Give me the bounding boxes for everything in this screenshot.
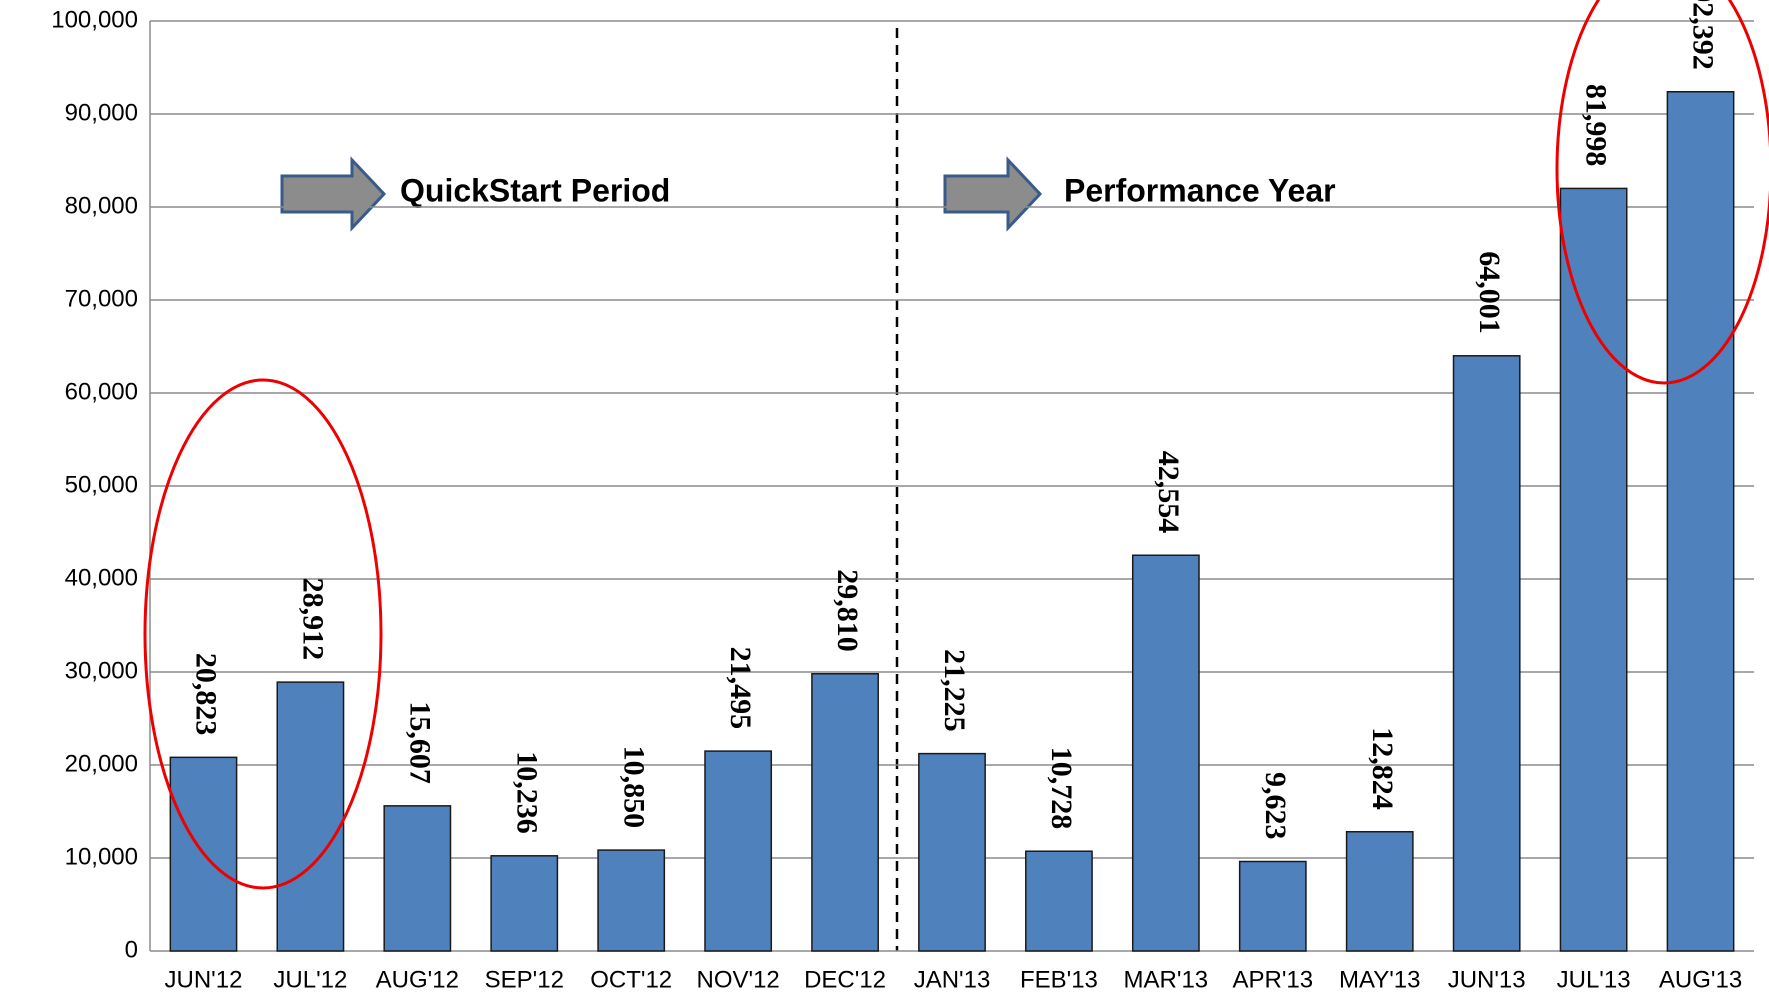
y-tick-label: 70,000 bbox=[65, 285, 138, 312]
bar bbox=[1131, 554, 1200, 952]
bar bbox=[1666, 91, 1735, 952]
data-label: 64,001 bbox=[1473, 251, 1506, 334]
data-label: 10,850 bbox=[617, 746, 650, 829]
bar bbox=[490, 855, 559, 952]
x-tick-label: MAY'13 bbox=[1339, 966, 1421, 993]
x-tick-label: DEC'12 bbox=[804, 966, 886, 993]
data-label: 21,495 bbox=[724, 647, 757, 730]
y-tick-label: 30,000 bbox=[65, 657, 138, 684]
annotation: QuickStart Period bbox=[400, 172, 670, 208]
bar bbox=[1345, 830, 1414, 952]
x-tick-label: JUN'12 bbox=[164, 966, 242, 993]
y-tick-label: 20,000 bbox=[65, 750, 138, 777]
bar bbox=[1025, 850, 1093, 952]
bar bbox=[1559, 187, 1628, 952]
x-tick-label: JUL'13 bbox=[1557, 966, 1631, 993]
y-tick-label: 40,000 bbox=[65, 564, 138, 591]
data-label: 21,225 bbox=[938, 649, 971, 732]
y-tick-label: 100,000 bbox=[51, 6, 138, 33]
x-tick-label: JUN'13 bbox=[1448, 966, 1526, 993]
highlight-ellipse bbox=[143, 378, 383, 890]
y-tick-label: 10,000 bbox=[65, 843, 138, 870]
data-label: 42,554 bbox=[1152, 451, 1185, 534]
x-tick-label: AUG'12 bbox=[376, 966, 459, 993]
y-tick-label: 0 bbox=[125, 936, 138, 963]
bar bbox=[276, 681, 345, 952]
arrow bbox=[943, 156, 1043, 232]
x-tick-label: NOV'12 bbox=[696, 966, 779, 993]
x-tick-label: MAR'13 bbox=[1124, 966, 1209, 993]
bar bbox=[918, 752, 986, 952]
x-tick-label: FEB'13 bbox=[1020, 966, 1098, 993]
arrow bbox=[280, 156, 387, 232]
y-tick-label: 80,000 bbox=[65, 192, 138, 219]
x-tick-label: SEP'12 bbox=[485, 966, 564, 993]
x-tick-label: APR'13 bbox=[1232, 966, 1313, 993]
data-label: 81,998 bbox=[1580, 84, 1613, 167]
data-label: 12,824 bbox=[1366, 727, 1399, 810]
bar bbox=[1452, 355, 1521, 952]
bar bbox=[1238, 860, 1307, 952]
data-label: 10,728 bbox=[1045, 747, 1078, 830]
y-tick-label: 50,000 bbox=[65, 471, 138, 498]
data-label: 10,236 bbox=[510, 751, 543, 834]
bar bbox=[597, 849, 666, 952]
data-label: 20,823 bbox=[190, 653, 223, 736]
data-label: 29,810 bbox=[831, 569, 864, 652]
data-label: 15,607 bbox=[403, 701, 436, 784]
data-label: 28,912 bbox=[297, 578, 330, 661]
y-tick-label: 90,000 bbox=[65, 99, 138, 126]
highlight-ellipse bbox=[1555, 0, 1769, 385]
annotation: Performance Year bbox=[1064, 172, 1336, 208]
y-tick-label: 60,000 bbox=[65, 378, 138, 405]
x-tick-label: JAN'13 bbox=[914, 966, 991, 993]
x-tick-label: AUG'13 bbox=[1659, 966, 1742, 993]
x-tick-label: OCT'12 bbox=[590, 966, 672, 993]
x-tick-label: JUL'12 bbox=[273, 966, 347, 993]
bar bbox=[704, 750, 773, 952]
data-label: 9,623 bbox=[1259, 772, 1292, 840]
bar bbox=[811, 673, 879, 952]
data-label: $92,392 bbox=[1687, 0, 1720, 70]
bar bbox=[383, 805, 452, 952]
